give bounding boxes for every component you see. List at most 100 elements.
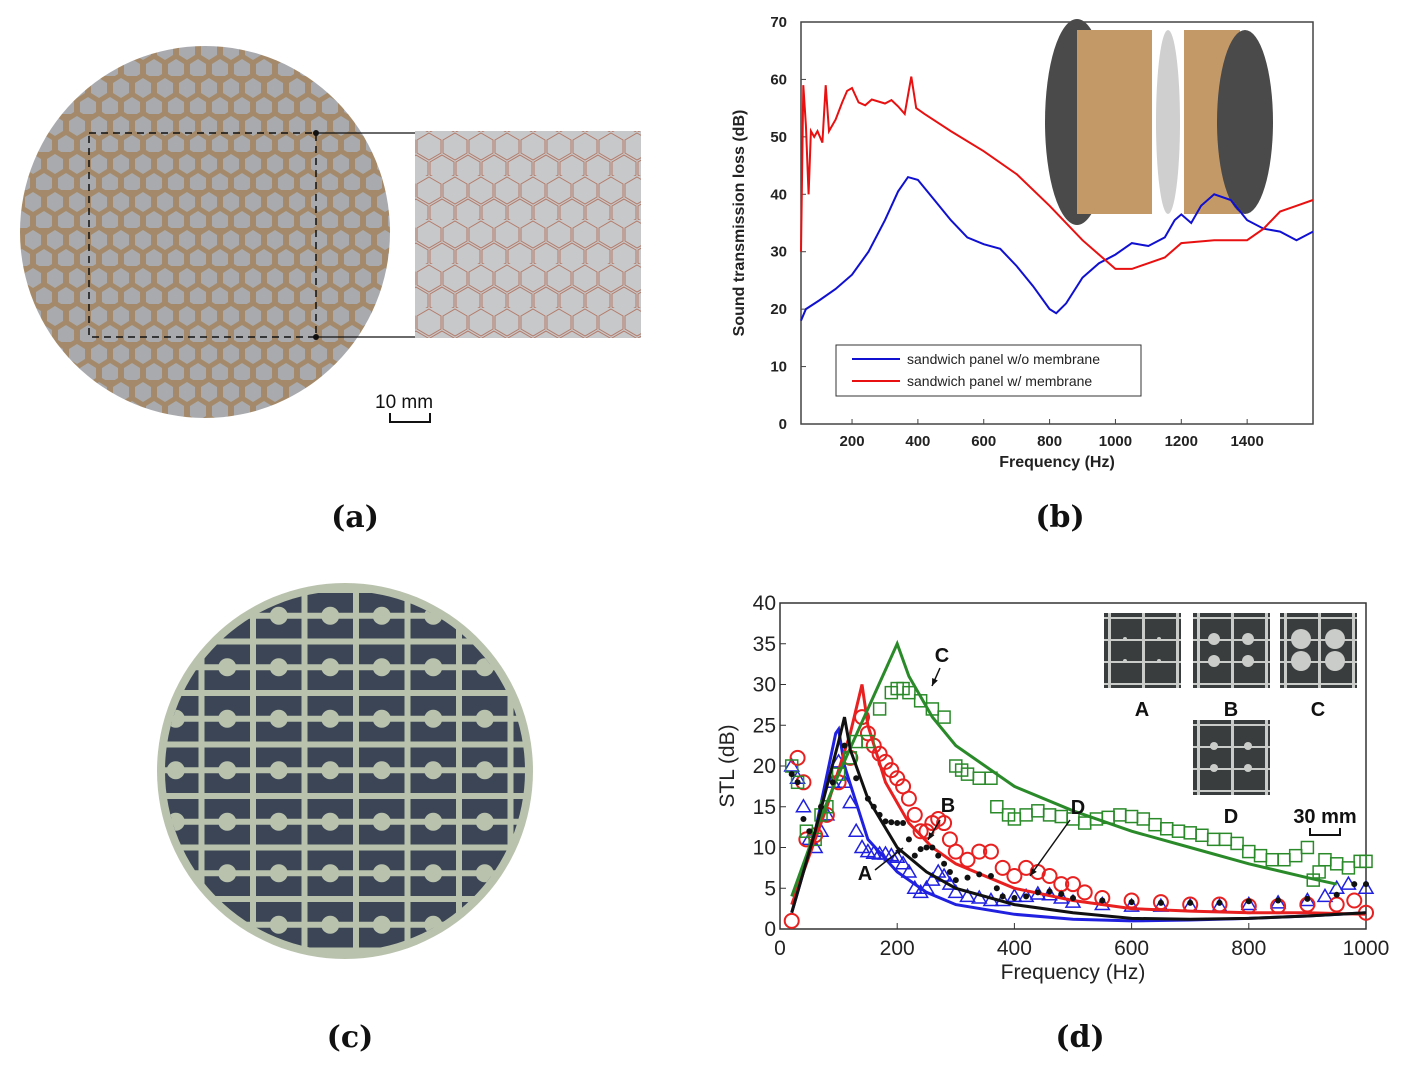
inset-rib bbox=[1265, 613, 1268, 688]
panel-c-grid-plate-photo bbox=[153, 583, 560, 985]
inset-rib bbox=[1108, 613, 1111, 688]
data-point-c bbox=[1318, 852, 1332, 867]
inset-label-b: B bbox=[1224, 699, 1238, 721]
data-point-a bbox=[842, 794, 859, 809]
data-point-c bbox=[902, 685, 916, 700]
grid-cell bbox=[153, 954, 199, 974]
inset-mass bbox=[1291, 629, 1311, 649]
grid-cell bbox=[514, 954, 560, 974]
data-point-d bbox=[1058, 890, 1065, 897]
grid-cell bbox=[513, 721, 525, 742]
data-point-d bbox=[999, 893, 1006, 900]
grid-cell bbox=[513, 902, 525, 922]
data-point-d bbox=[1034, 889, 1041, 896]
x-tick-label: 400 bbox=[905, 433, 930, 450]
grid-cell bbox=[513, 670, 525, 690]
attached-mass bbox=[475, 761, 494, 780]
data-point-c bbox=[1042, 808, 1057, 822]
grid-cell bbox=[256, 618, 302, 639]
panel-a-honeycomb-figure: 10 mm bbox=[20, 46, 641, 423]
attached-mass bbox=[269, 761, 288, 780]
inset-rib bbox=[1142, 613, 1145, 688]
inset-mass bbox=[1210, 764, 1218, 772]
data-point-d bbox=[905, 836, 912, 843]
attached-mass bbox=[166, 761, 185, 780]
attached-mass bbox=[476, 967, 494, 985]
inset-label-a: A bbox=[1135, 699, 1149, 721]
y-tick-label: 40 bbox=[770, 186, 787, 203]
grid-cell bbox=[410, 824, 456, 845]
caption-a: (a) bbox=[331, 500, 379, 535]
data-point-d bbox=[1304, 895, 1311, 902]
honeycomb-photo-inset bbox=[415, 131, 641, 338]
attached-mass bbox=[424, 812, 443, 831]
annotation-arrow-d bbox=[1029, 819, 1071, 877]
inset-rib bbox=[1193, 639, 1270, 641]
data-point-a bbox=[1316, 887, 1334, 903]
grid-cell bbox=[462, 696, 508, 716]
grid-cell bbox=[256, 876, 302, 896]
attached-mass bbox=[166, 606, 185, 625]
grid-cell bbox=[359, 773, 405, 793]
data-point-d bbox=[806, 828, 813, 835]
data-point-d bbox=[964, 874, 971, 881]
grid-cell bbox=[204, 593, 250, 613]
inset-rib bbox=[1193, 617, 1270, 619]
attached-mass bbox=[167, 967, 185, 985]
data-point-c bbox=[872, 702, 887, 716]
grid-cell bbox=[462, 927, 508, 948]
attached-mass bbox=[269, 915, 288, 934]
data-point-d bbox=[800, 815, 807, 822]
data-point-c bbox=[1124, 809, 1139, 824]
data-point-d bbox=[1333, 891, 1340, 898]
grid-cell bbox=[411, 954, 457, 974]
data-point-d bbox=[1099, 897, 1106, 904]
data-point-c bbox=[1253, 848, 1268, 863]
data-point-d bbox=[935, 852, 942, 859]
y-axis-label: STL (dB) bbox=[716, 724, 739, 807]
data-point-b bbox=[783, 912, 800, 929]
data-point-d bbox=[923, 844, 930, 851]
attached-mass bbox=[218, 967, 236, 985]
x-tick-label: 200 bbox=[880, 937, 915, 960]
annotation-arrowhead-b bbox=[928, 832, 935, 840]
inset-rib bbox=[1280, 683, 1357, 685]
grid-cell bbox=[462, 747, 508, 768]
data-point-c bbox=[1160, 822, 1174, 836]
inset-rib bbox=[1280, 639, 1357, 641]
inset-mass bbox=[1291, 651, 1311, 671]
grid-cell bbox=[410, 618, 456, 639]
attached-mass bbox=[269, 709, 288, 728]
data-point-d bbox=[1187, 899, 1194, 906]
data-point-b bbox=[936, 815, 953, 832]
data-point-d bbox=[911, 852, 918, 859]
caption-b: (b) bbox=[1035, 500, 1085, 535]
grid-cell bbox=[359, 644, 405, 665]
data-point-b bbox=[959, 851, 976, 868]
attached-mass bbox=[424, 709, 443, 728]
attached-mass bbox=[218, 761, 237, 780]
inset-mass bbox=[1325, 629, 1345, 649]
data-point-c bbox=[1019, 808, 1033, 822]
grid-cell bbox=[462, 593, 508, 613]
grid-cell bbox=[410, 902, 456, 922]
grid-cell bbox=[307, 696, 353, 716]
x-tick-label: 800 bbox=[1231, 937, 1266, 960]
attached-mass bbox=[321, 606, 340, 625]
data-point-c bbox=[1341, 861, 1356, 875]
data-point-c bbox=[1230, 836, 1244, 851]
data-point-b bbox=[889, 770, 906, 787]
data-point-d bbox=[894, 820, 901, 827]
grid-cell bbox=[307, 927, 353, 948]
data-point-c bbox=[1148, 817, 1162, 832]
y-tick-label: 0 bbox=[779, 416, 787, 433]
attached-mass bbox=[321, 967, 339, 985]
attached-mass bbox=[269, 658, 288, 677]
grid-cell bbox=[359, 670, 405, 690]
x-tick-label: 600 bbox=[971, 433, 996, 450]
grid-cell bbox=[462, 799, 508, 819]
grid-cell bbox=[256, 954, 302, 974]
grid-cell bbox=[410, 670, 456, 690]
model-curve-c bbox=[790, 639, 1338, 897]
grid-cell bbox=[165, 618, 199, 639]
